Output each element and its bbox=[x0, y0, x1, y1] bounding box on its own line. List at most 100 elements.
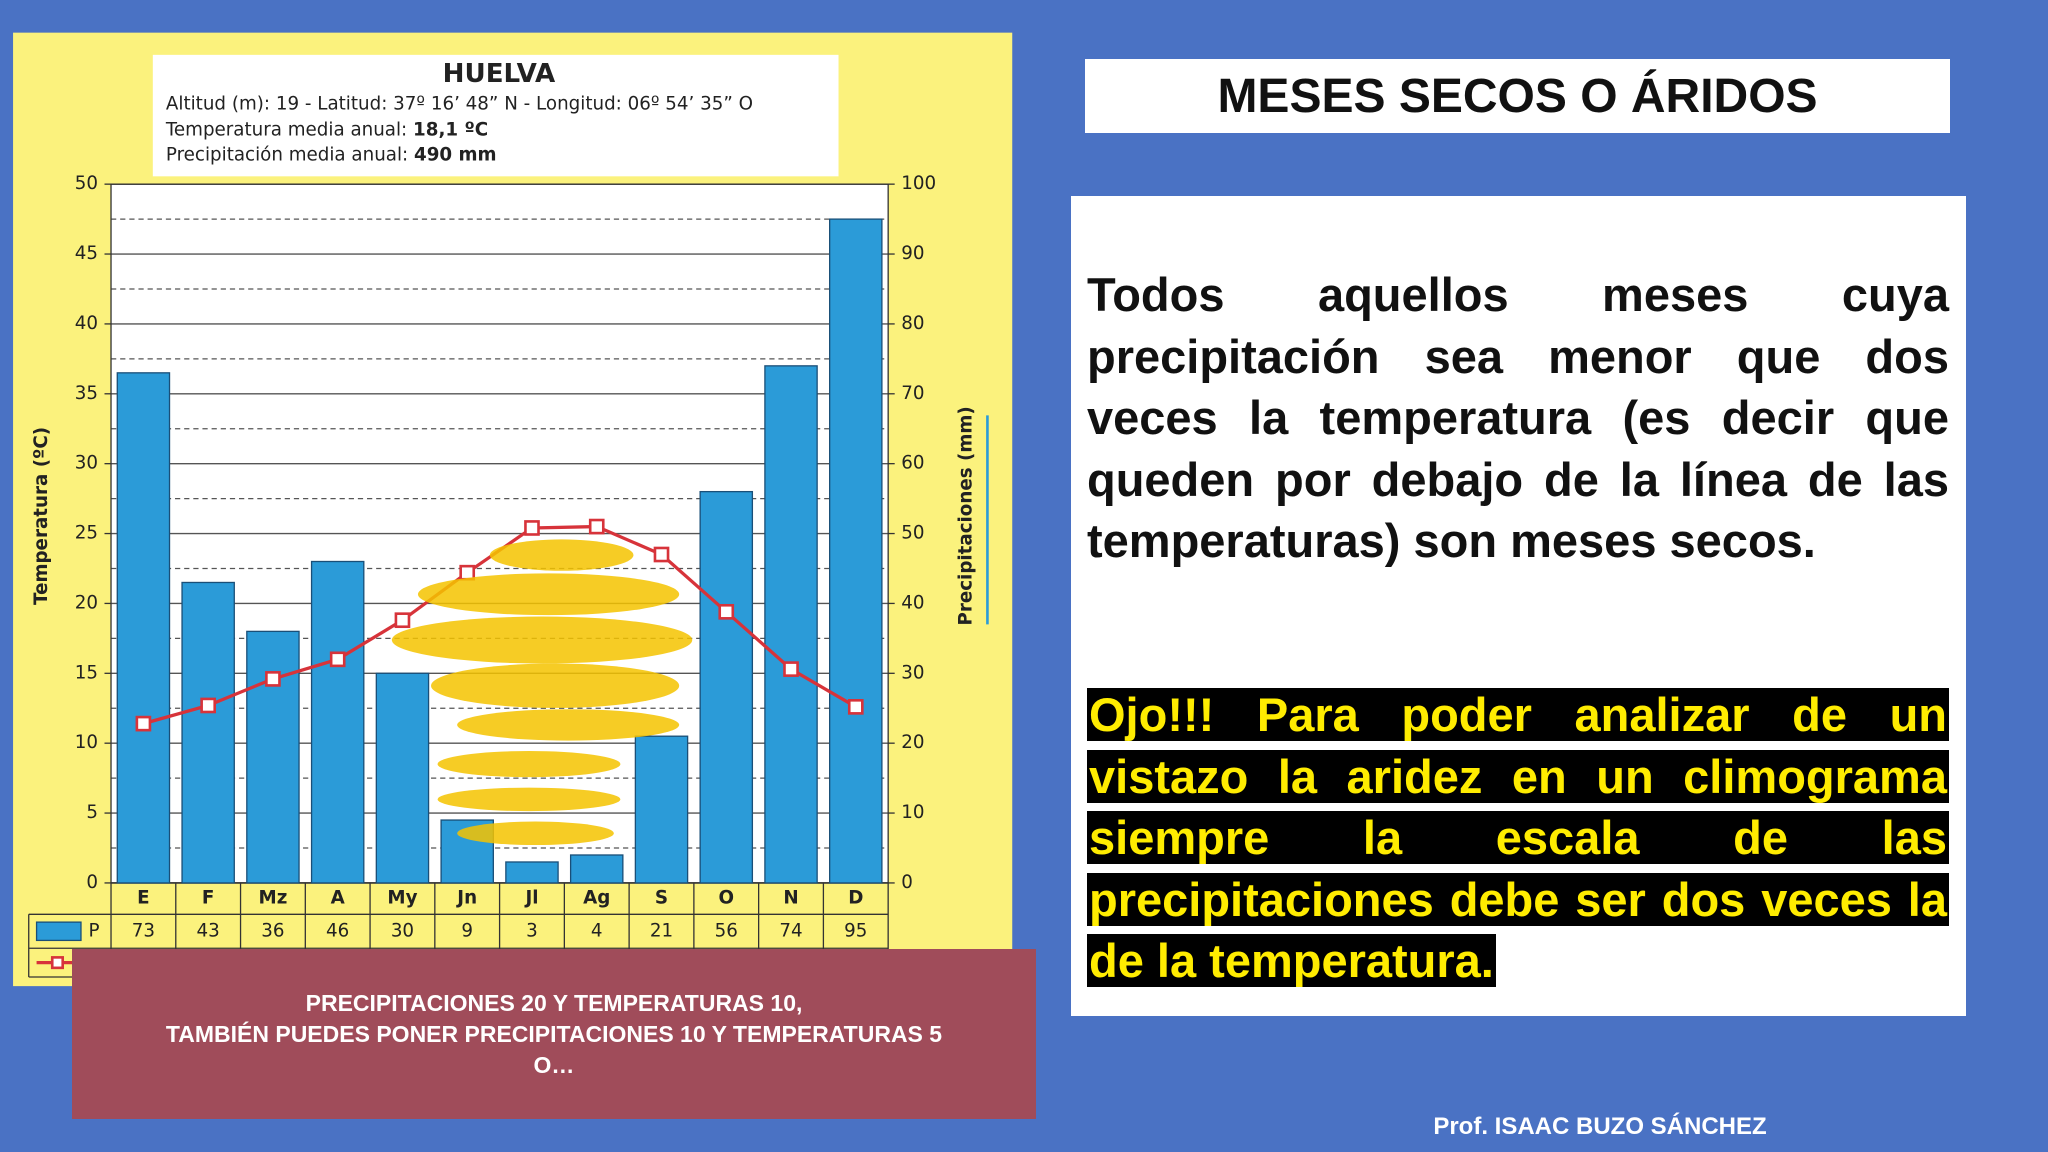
point bbox=[847, 699, 864, 715]
bar bbox=[116, 372, 171, 884]
scribble bbox=[457, 821, 614, 846]
table-value: 9 bbox=[461, 920, 473, 941]
point bbox=[394, 612, 411, 629]
table-value: 30 bbox=[391, 920, 414, 941]
y2-axis-label: Precipitaciones (mm) bbox=[956, 406, 977, 625]
note-box: PRECIPITACIONES 20 Y TEMPERATURAS 10, TA… bbox=[72, 949, 1036, 1119]
x-tick-label: My bbox=[387, 888, 417, 909]
bar bbox=[699, 490, 754, 884]
header-box bbox=[152, 54, 839, 177]
table-value: 21 bbox=[650, 920, 673, 941]
scribble bbox=[457, 709, 680, 741]
y-tick-label: 30 bbox=[75, 453, 98, 474]
note-line: O… bbox=[533, 1051, 575, 1078]
table-value: 95 bbox=[844, 920, 867, 941]
subtitle: Altitud (m): 19 - Latitud: 37º 16’ 48” N… bbox=[166, 93, 753, 114]
point bbox=[265, 671, 281, 687]
y-tick-label: 10 bbox=[75, 732, 98, 753]
y2-tick-label: 40 bbox=[901, 592, 924, 613]
bar bbox=[569, 854, 624, 884]
y2-tick-label: 30 bbox=[901, 662, 924, 683]
x-tick-label: E bbox=[137, 888, 149, 909]
annotation-value: 490 mm bbox=[414, 144, 497, 165]
table-value: 36 bbox=[261, 920, 284, 941]
y2-tick-label: 0 bbox=[901, 872, 913, 893]
point bbox=[653, 546, 670, 563]
point bbox=[329, 651, 346, 668]
note-line: TAMBIÉN PUEDES PONER PRECIPITACIONES 10 … bbox=[165, 1020, 943, 1047]
bar bbox=[764, 365, 818, 884]
slide-title: MESES SECOS O ÁRIDOS bbox=[1085, 59, 1950, 133]
x-tick-label: D bbox=[848, 888, 863, 909]
y-tick-label: 50 bbox=[75, 173, 98, 194]
y-axis-label: Temperatura (ºC) bbox=[31, 427, 52, 605]
legend-swatch bbox=[35, 921, 82, 942]
y-tick-label: 5 bbox=[86, 802, 98, 823]
y-tick-label: 15 bbox=[75, 662, 98, 683]
y-tick-label: 40 bbox=[75, 313, 98, 334]
table-value: 3 bbox=[526, 920, 538, 941]
point bbox=[524, 520, 540, 536]
highlight-paragraph: Ojo!!! Para poder analizar de un vistazo… bbox=[1087, 684, 1949, 992]
y2-tick-label: 90 bbox=[901, 243, 924, 264]
table-value: 46 bbox=[326, 920, 349, 941]
y-tick-label: 45 bbox=[75, 243, 98, 264]
bar bbox=[505, 861, 559, 884]
table-value: 74 bbox=[779, 920, 802, 941]
bar bbox=[181, 581, 235, 884]
point bbox=[459, 564, 476, 581]
point bbox=[135, 715, 152, 732]
table-value: 43 bbox=[197, 920, 220, 941]
y2-tick-label: 20 bbox=[901, 732, 924, 753]
y-tick-label: 35 bbox=[75, 383, 98, 404]
scribble bbox=[489, 539, 634, 571]
bar bbox=[829, 218, 883, 884]
x-tick-label: Jl bbox=[523, 888, 538, 909]
bar bbox=[246, 630, 300, 884]
x-tick-label: O bbox=[718, 888, 734, 909]
point bbox=[200, 697, 216, 714]
chart-title: HUELVA bbox=[443, 59, 556, 89]
annotation-label: Temperatura media anual: bbox=[165, 120, 407, 141]
y-tick-label: 25 bbox=[75, 523, 98, 544]
table-value: 4 bbox=[591, 920, 603, 941]
x-tick-label: S bbox=[655, 888, 668, 909]
y-tick-label: 0 bbox=[86, 872, 98, 893]
text-box: Todos aquellos meses cuya precipitación … bbox=[1071, 196, 1966, 1016]
annotation-value: 18,1 ºC bbox=[413, 120, 488, 141]
table-value: 56 bbox=[715, 920, 738, 941]
highlight-text: Ojo!!! Para poder analizar de un vistazo… bbox=[1087, 688, 1949, 987]
annotation-label: Precipitación media anual: bbox=[166, 144, 408, 165]
scribble bbox=[417, 573, 680, 616]
table-value: 73 bbox=[132, 920, 155, 941]
x-tick-label: Jn bbox=[455, 888, 477, 909]
point bbox=[588, 518, 605, 535]
scribble bbox=[437, 787, 621, 812]
point bbox=[783, 661, 799, 677]
scribble bbox=[437, 751, 621, 778]
y2-tick-label: 10 bbox=[901, 802, 924, 823]
scribble bbox=[391, 616, 693, 664]
y2-tick-label: 70 bbox=[901, 383, 924, 404]
legend-swatch bbox=[50, 956, 64, 970]
bar bbox=[634, 735, 689, 884]
annotation: Temperatura media anual: 18,1 ºC bbox=[165, 120, 488, 141]
x-tick-label: F bbox=[202, 888, 214, 909]
note-line: PRECIPITACIONES 20 Y TEMPERATURAS 10, bbox=[305, 989, 803, 1016]
scribble bbox=[431, 663, 680, 708]
highlight-scribble bbox=[391, 539, 693, 846]
point bbox=[718, 603, 735, 620]
y2-tick-label: 60 bbox=[901, 453, 924, 474]
x-tick-label: N bbox=[783, 888, 798, 909]
paragraph: Todos aquellos meses cuya precipitación … bbox=[1087, 268, 1949, 567]
y-tick-label: 20 bbox=[75, 592, 98, 613]
x-tick-label: Mz bbox=[259, 888, 288, 909]
x-tick-label: A bbox=[331, 888, 346, 909]
y2-tick-label: 80 bbox=[901, 313, 924, 334]
bar bbox=[310, 560, 365, 884]
y2-tick-label: 50 bbox=[901, 523, 924, 544]
author: Prof. ISAAC BUZO SÁNCHEZ bbox=[1433, 1113, 1767, 1140]
